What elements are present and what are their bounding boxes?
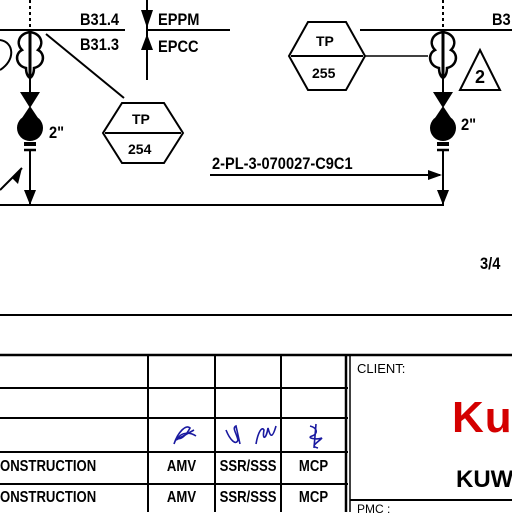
epcc-arrow-icon xyxy=(141,34,153,50)
test-point-255 xyxy=(287,21,367,91)
right-pipe-branch xyxy=(210,0,512,205)
tp255-number: 255 xyxy=(312,65,336,81)
valve-size-right: 2" xyxy=(461,115,477,134)
client-subtitle: KUW xyxy=(456,466,512,493)
signature-ssr-sss-icon xyxy=(225,424,277,445)
left-flow-arrow-icon xyxy=(24,190,36,205)
row-1-by: AMV xyxy=(166,458,197,475)
test-point-254 xyxy=(101,102,185,164)
signature-amv-icon xyxy=(173,426,197,445)
tp254-code: TP xyxy=(132,111,150,127)
line-number: 2-PL-3-070027-C9C1 xyxy=(212,154,353,173)
title-block-grid xyxy=(0,353,512,512)
tp254-number: 254 xyxy=(128,141,152,157)
tag-b3-partial: B3 xyxy=(492,10,511,29)
eppm-arrow-icon xyxy=(141,10,153,28)
row-2-checked: SSR/SSS xyxy=(219,489,277,506)
line-number-arrow-icon xyxy=(428,170,442,180)
row-2-approved: MCP xyxy=(298,489,329,506)
client-name: Ku xyxy=(452,393,512,442)
tag-b31-3: B31.3 xyxy=(80,35,120,54)
tag-eppm: EPPM xyxy=(158,10,200,29)
tag-epcc: EPCC xyxy=(158,37,199,56)
right-flow-arrow-icon xyxy=(437,190,449,205)
left-cut-bellows xyxy=(0,39,13,71)
valve-size-left: 2" xyxy=(49,123,65,142)
left-leader-arrow-icon xyxy=(12,168,22,184)
row-1-description: ONSTRUCTION xyxy=(0,458,97,475)
revision-triangle-icon xyxy=(458,47,502,91)
signature-mcp-icon xyxy=(309,423,323,449)
tp254-leader xyxy=(45,33,125,99)
row-1-checked: SSR/SSS xyxy=(219,458,277,475)
client-label: CLIENT: xyxy=(357,361,406,376)
row-1-approved: MCP xyxy=(298,458,329,475)
center-tag-column xyxy=(45,0,230,99)
pmc-label: PMC : xyxy=(357,502,391,516)
tp255-code: TP xyxy=(316,33,334,49)
right-valve-icon xyxy=(430,92,456,146)
left-valve-icon xyxy=(17,92,43,146)
size-partial: 3/4 xyxy=(480,254,501,273)
row-2-description: ONSTRUCTION xyxy=(0,489,97,506)
row-2-by: AMV xyxy=(166,489,197,506)
tag-b31-4: B31.4 xyxy=(80,10,120,29)
revision-number: 2 xyxy=(475,67,486,87)
